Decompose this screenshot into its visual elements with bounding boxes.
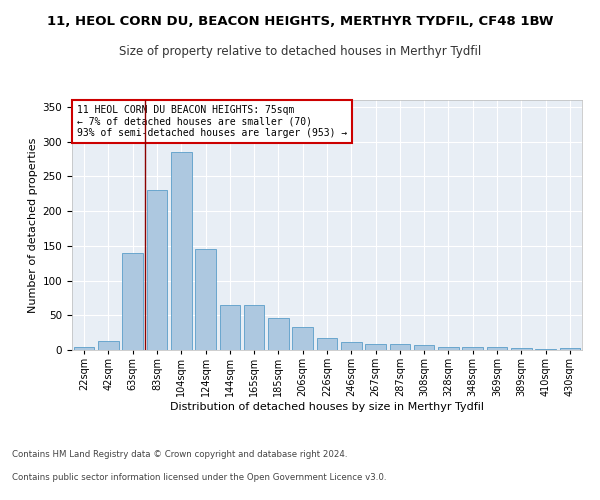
- Bar: [220, 305, 240, 350]
- Bar: [438, 346, 459, 350]
- Bar: [146, 190, 167, 350]
- Bar: [463, 347, 483, 350]
- Bar: [171, 152, 191, 350]
- Bar: [341, 342, 362, 350]
- Bar: [195, 250, 216, 350]
- Bar: [244, 305, 265, 350]
- Y-axis label: Number of detached properties: Number of detached properties: [28, 138, 38, 312]
- Bar: [317, 338, 337, 350]
- Text: 11, HEOL CORN DU, BEACON HEIGHTS, MERTHYR TYDFIL, CF48 1BW: 11, HEOL CORN DU, BEACON HEIGHTS, MERTHY…: [47, 15, 553, 28]
- Text: Distribution of detached houses by size in Merthyr Tydfil: Distribution of detached houses by size …: [170, 402, 484, 412]
- Bar: [98, 341, 119, 350]
- Bar: [389, 344, 410, 350]
- Bar: [268, 318, 289, 350]
- Bar: [487, 347, 508, 350]
- Text: Size of property relative to detached houses in Merthyr Tydfil: Size of property relative to detached ho…: [119, 45, 481, 58]
- Bar: [535, 348, 556, 350]
- Bar: [292, 327, 313, 350]
- Text: Contains HM Land Registry data © Crown copyright and database right 2024.: Contains HM Land Registry data © Crown c…: [12, 450, 347, 459]
- Text: Contains public sector information licensed under the Open Government Licence v3: Contains public sector information licen…: [12, 472, 386, 482]
- Bar: [560, 348, 580, 350]
- Text: 11 HEOL CORN DU BEACON HEIGHTS: 75sqm
← 7% of detached houses are smaller (70)
9: 11 HEOL CORN DU BEACON HEIGHTS: 75sqm ← …: [77, 105, 347, 138]
- Bar: [74, 346, 94, 350]
- Bar: [414, 345, 434, 350]
- Bar: [365, 344, 386, 350]
- Bar: [122, 253, 143, 350]
- Bar: [511, 348, 532, 350]
